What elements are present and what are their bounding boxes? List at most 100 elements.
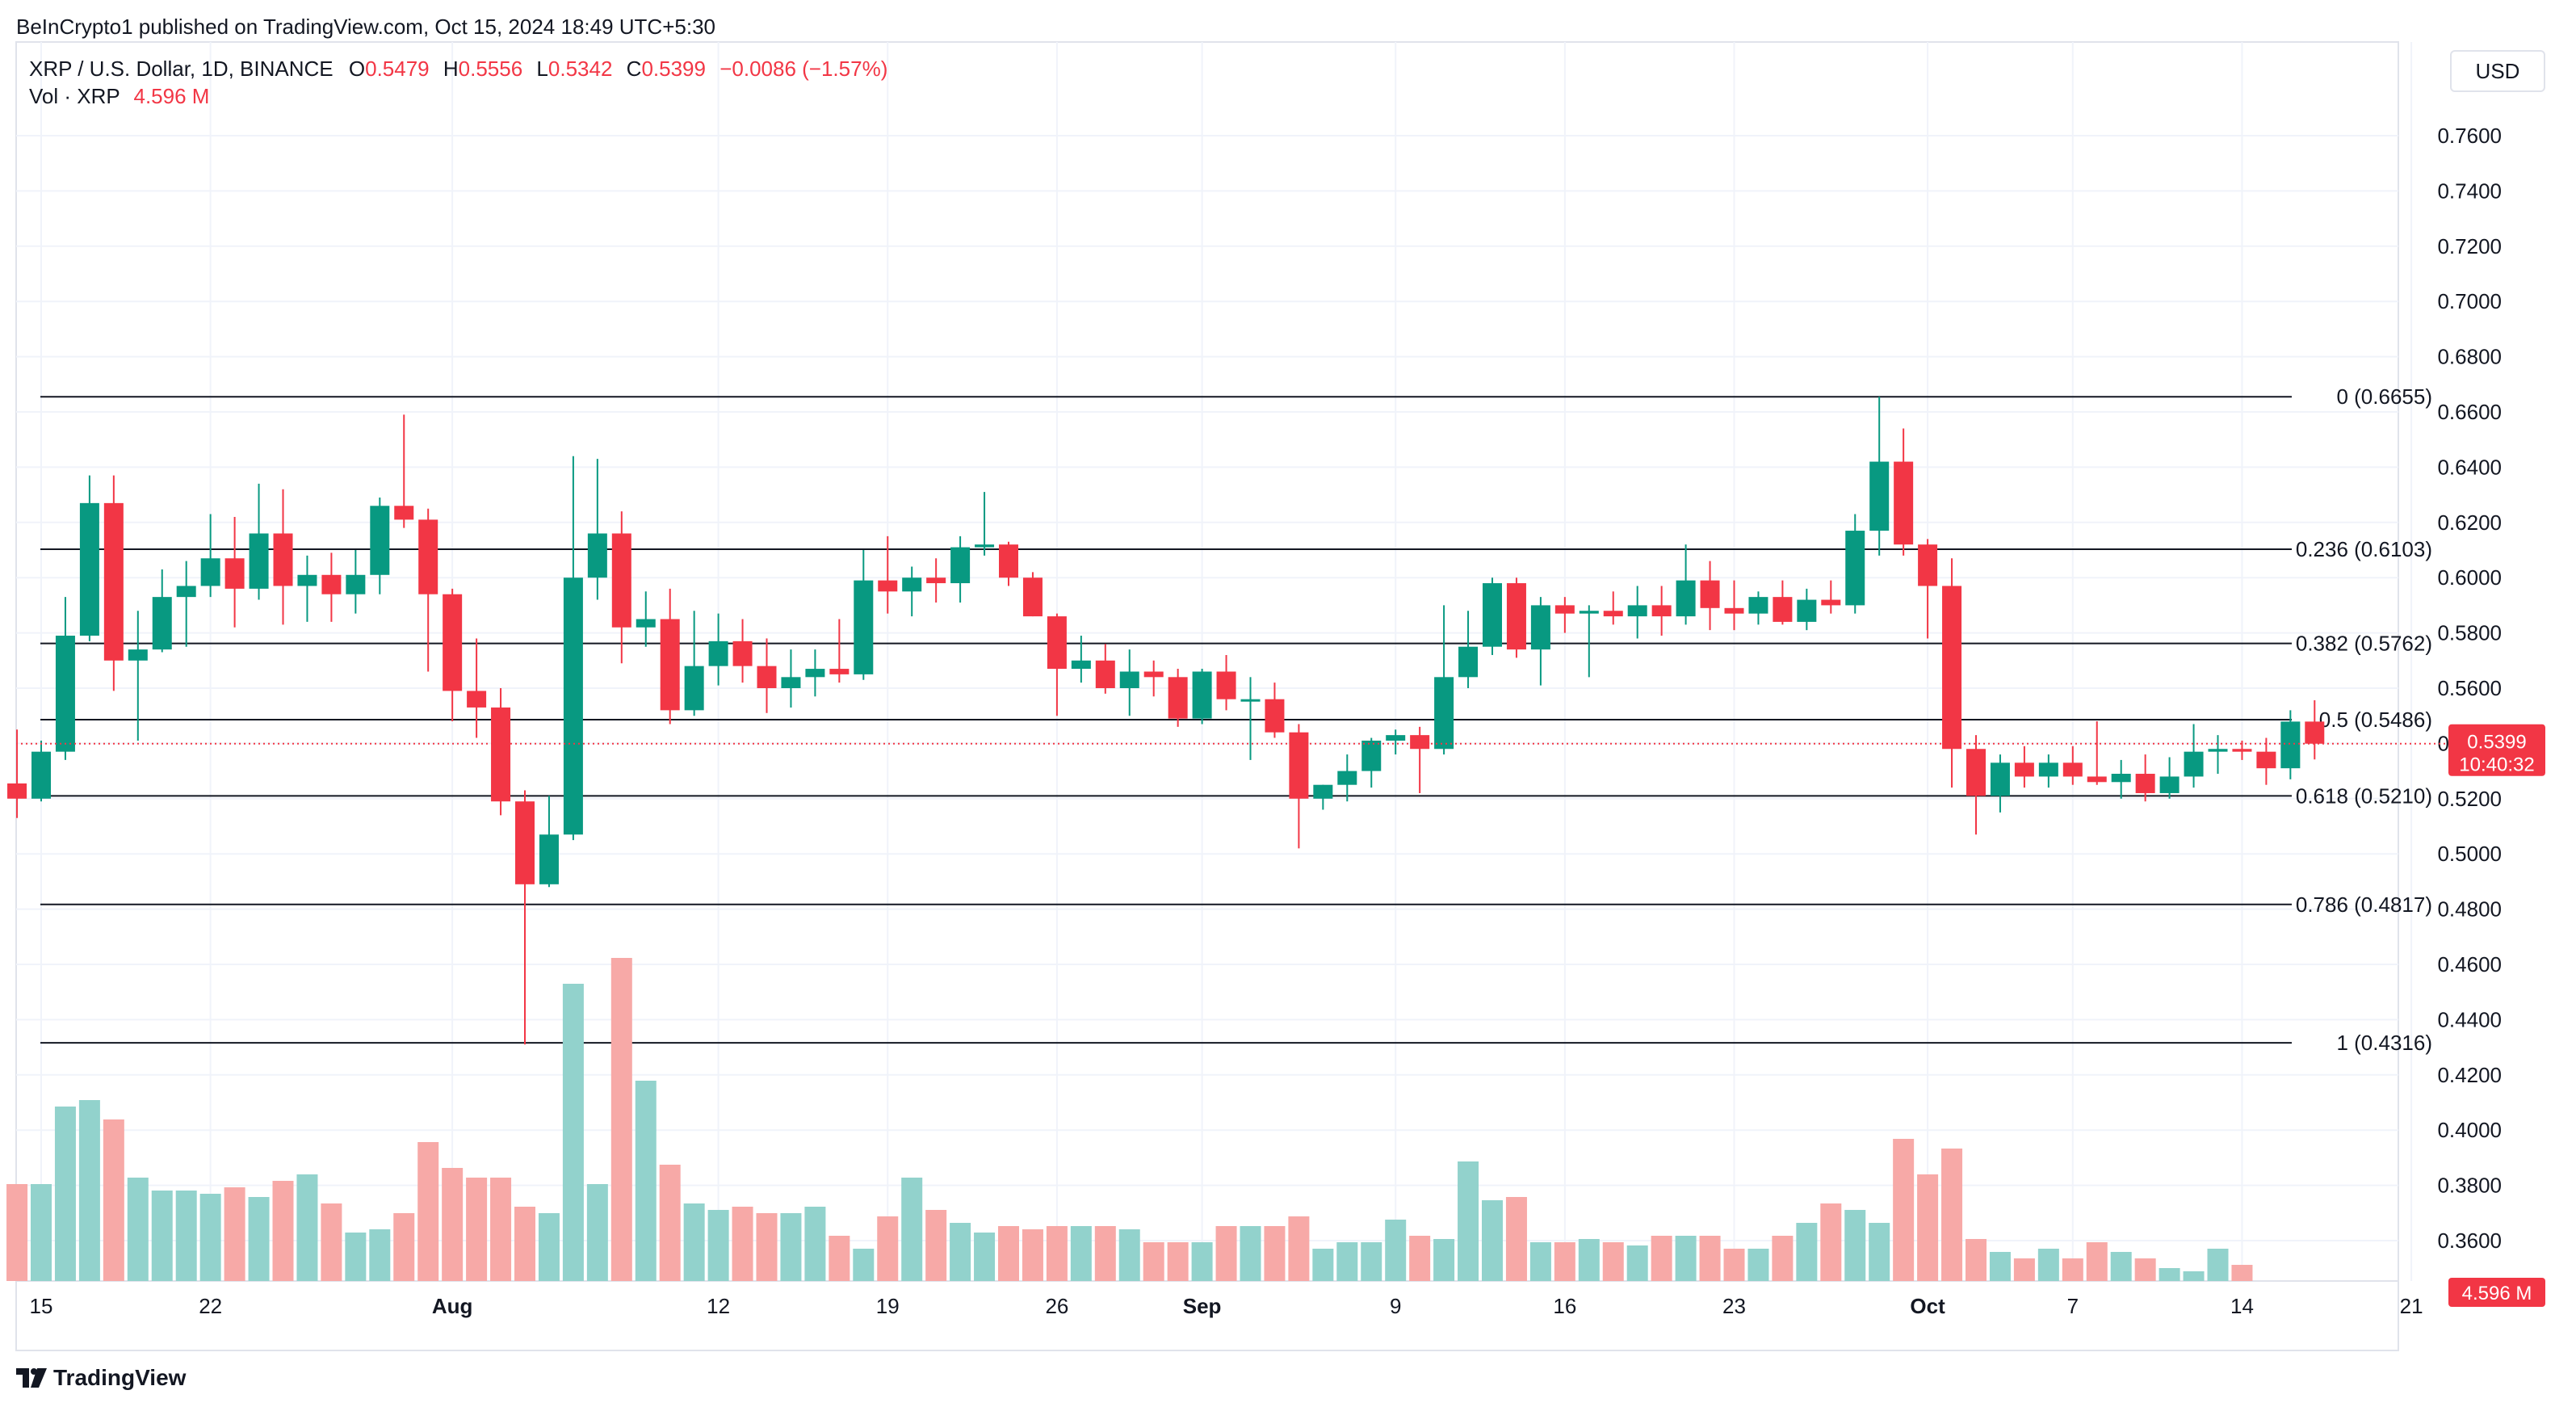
time-tick-label: 23 <box>1722 1294 1746 1318</box>
candle <box>79 475 99 641</box>
legend-volume-row: Vol · XRP 4.596 M <box>29 82 887 110</box>
candle-body <box>370 506 390 575</box>
volume-bar <box>1458 1161 1479 1281</box>
candle-body <box>1579 611 1599 614</box>
candle-body <box>2305 721 2325 744</box>
candle-body <box>1966 749 1986 796</box>
fib-level[interactable]: 0.786 (0.4817) <box>40 892 2432 917</box>
candle-body <box>926 578 946 584</box>
price-tick-label: 0.6600 <box>2437 400 2502 424</box>
candle <box>2111 759 2131 799</box>
tradingview-logo[interactable]: TradingView <box>16 1365 186 1391</box>
fibonacci-levels[interactable]: 0 (0.6655) 0.236 (0.6103) 0.382 (0.5762) 0.… <box>40 384 2432 1055</box>
price-tick-label: 0.7400 <box>2437 178 2502 203</box>
price-tick-label: 0.5800 <box>2437 621 2502 645</box>
currency-button[interactable]: USD <box>2450 50 2545 92</box>
time-tick-label: 9 <box>1390 1294 1401 1318</box>
fib-label: 0.618 (0.5210) <box>2296 783 2432 808</box>
volume-bar <box>1505 1197 1527 1281</box>
volume-bar <box>707 1210 729 1281</box>
candle <box>1095 644 1115 694</box>
volume-bar <box>732 1207 753 1281</box>
volume-bar <box>1966 1239 1987 1281</box>
volume-bar <box>1167 1242 1189 1281</box>
time-tick-label: Sep <box>1183 1294 1222 1318</box>
candle <box>1192 669 1212 724</box>
fib-level[interactable]: 1 (0.4316) <box>40 1031 2432 1055</box>
volume-bar <box>586 1184 608 1281</box>
volume-bar <box>2062 1258 2083 1281</box>
fib-level[interactable]: 0.382 (0.5762) <box>40 632 2432 656</box>
candle-body <box>1918 544 1938 586</box>
time-tick-label: 15 <box>30 1294 53 1318</box>
volume-bar <box>2037 1249 2059 1281</box>
fib-level[interactable]: 0 (0.6655) <box>40 384 2432 409</box>
volume-bar <box>369 1229 391 1281</box>
candle-body <box>1337 771 1357 785</box>
candle <box>902 566 922 617</box>
candle <box>2159 757 2180 799</box>
candle-body <box>1071 660 1091 670</box>
candle-body <box>103 502 124 661</box>
volume-bar <box>175 1191 197 1281</box>
volume-bar <box>1917 1174 1939 1281</box>
volume-bar <box>2183 1271 2205 1281</box>
fib-level[interactable]: 0.236 (0.6103) <box>40 537 2432 561</box>
candle-body <box>636 619 656 628</box>
candle <box>346 550 366 614</box>
candle-body <box>950 547 971 584</box>
candle-body <box>2280 721 2301 769</box>
candle <box>1265 682 1285 738</box>
volume-bar <box>2134 1258 2156 1281</box>
candle-body <box>2062 762 2083 777</box>
symbol-title[interactable]: XRP / U.S. Dollar, 1D, BINANCE <box>29 57 334 81</box>
time-tick-label: 26 <box>1045 1294 1068 1318</box>
volume-bar <box>466 1178 488 1281</box>
volume-bar <box>1989 1252 2011 1281</box>
candle-body <box>1942 586 1962 750</box>
candle-body <box>1651 605 1672 617</box>
candle-body <box>1506 583 1526 650</box>
time-tick-label: 7 <box>2067 1294 2079 1318</box>
volume-bar <box>2013 1258 2035 1281</box>
volume-bar <box>925 1210 947 1281</box>
candle <box>1797 588 1817 631</box>
candle-body <box>1410 735 1430 750</box>
candle-body <box>732 640 753 666</box>
time-axis[interactable]: 15 22 Aug 12 19 26 Sep 9 16 23 Oct 7 14 21 <box>30 1294 2423 1318</box>
candle <box>950 536 971 603</box>
volume-label[interactable]: Vol · XRP <box>29 84 120 108</box>
fib-label: 1 (0.4316) <box>2336 1031 2432 1055</box>
candle <box>2280 710 2301 779</box>
candle-body <box>1313 784 1333 799</box>
candle <box>515 790 535 1045</box>
volume-bar <box>1651 1236 1672 1281</box>
fib-level[interactable]: 0.618 (0.5210) <box>40 783 2432 808</box>
candle-body <box>297 574 317 586</box>
volume-bar <box>1772 1236 1794 1281</box>
candle <box>1676 544 1696 625</box>
candle <box>1434 605 1454 755</box>
volume-bar <box>1820 1203 1842 1281</box>
price-tick-label: 0.5600 <box>2437 676 2502 700</box>
low-label: L <box>536 57 548 81</box>
volume-bars <box>6 958 2253 1281</box>
candle-body <box>1386 735 1406 741</box>
candle <box>103 475 124 691</box>
candle-body <box>1216 671 1236 699</box>
candle-body <box>224 558 245 589</box>
fib-level[interactable]: 0.5 (0.5486) <box>40 708 2432 732</box>
volume-bar <box>248 1197 270 1281</box>
candle-body <box>999 544 1018 578</box>
price-axis[interactable]: 0.3600 0.3800 0.4000 0.4200 0.4400 0.4600 0.48… <box>2437 124 2502 1253</box>
candle-body <box>2087 776 2107 783</box>
candle-body <box>975 544 995 548</box>
candle-body <box>249 533 269 589</box>
candle-body <box>128 649 148 661</box>
price-tick-label: 0.5200 <box>2437 787 2502 811</box>
candle <box>1458 611 1479 688</box>
candle-body <box>2256 751 2276 769</box>
volume-bar <box>901 1178 923 1281</box>
candle <box>1240 677 1261 760</box>
